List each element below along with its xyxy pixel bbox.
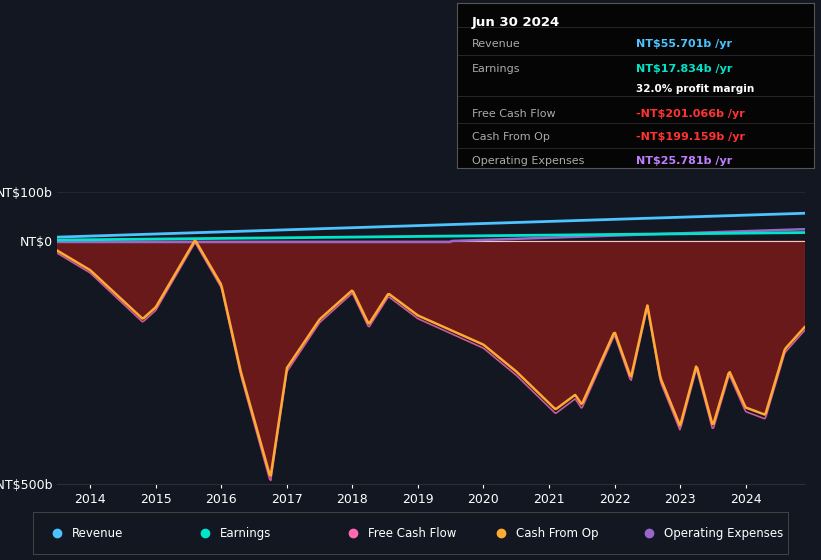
Text: Jun 30 2024: Jun 30 2024 [471, 16, 560, 29]
Text: NT$25.781b /yr: NT$25.781b /yr [636, 156, 732, 166]
Text: Earnings: Earnings [220, 527, 272, 540]
Text: Operating Expenses: Operating Expenses [471, 156, 584, 166]
Text: Free Cash Flow: Free Cash Flow [368, 527, 456, 540]
Text: Free Cash Flow: Free Cash Flow [471, 109, 555, 119]
Text: Cash From Op: Cash From Op [471, 132, 549, 142]
Text: Revenue: Revenue [471, 39, 521, 49]
Text: Earnings: Earnings [471, 64, 520, 74]
Text: NT$17.834b /yr: NT$17.834b /yr [636, 64, 732, 74]
Text: Revenue: Revenue [72, 527, 123, 540]
Text: -NT$199.159b /yr: -NT$199.159b /yr [636, 132, 745, 142]
Text: 32.0% profit margin: 32.0% profit margin [636, 84, 754, 94]
Text: NT$55.701b /yr: NT$55.701b /yr [636, 39, 732, 49]
Text: Cash From Op: Cash From Op [516, 527, 599, 540]
Text: Operating Expenses: Operating Expenses [664, 527, 783, 540]
Text: -NT$201.066b /yr: -NT$201.066b /yr [636, 109, 745, 119]
